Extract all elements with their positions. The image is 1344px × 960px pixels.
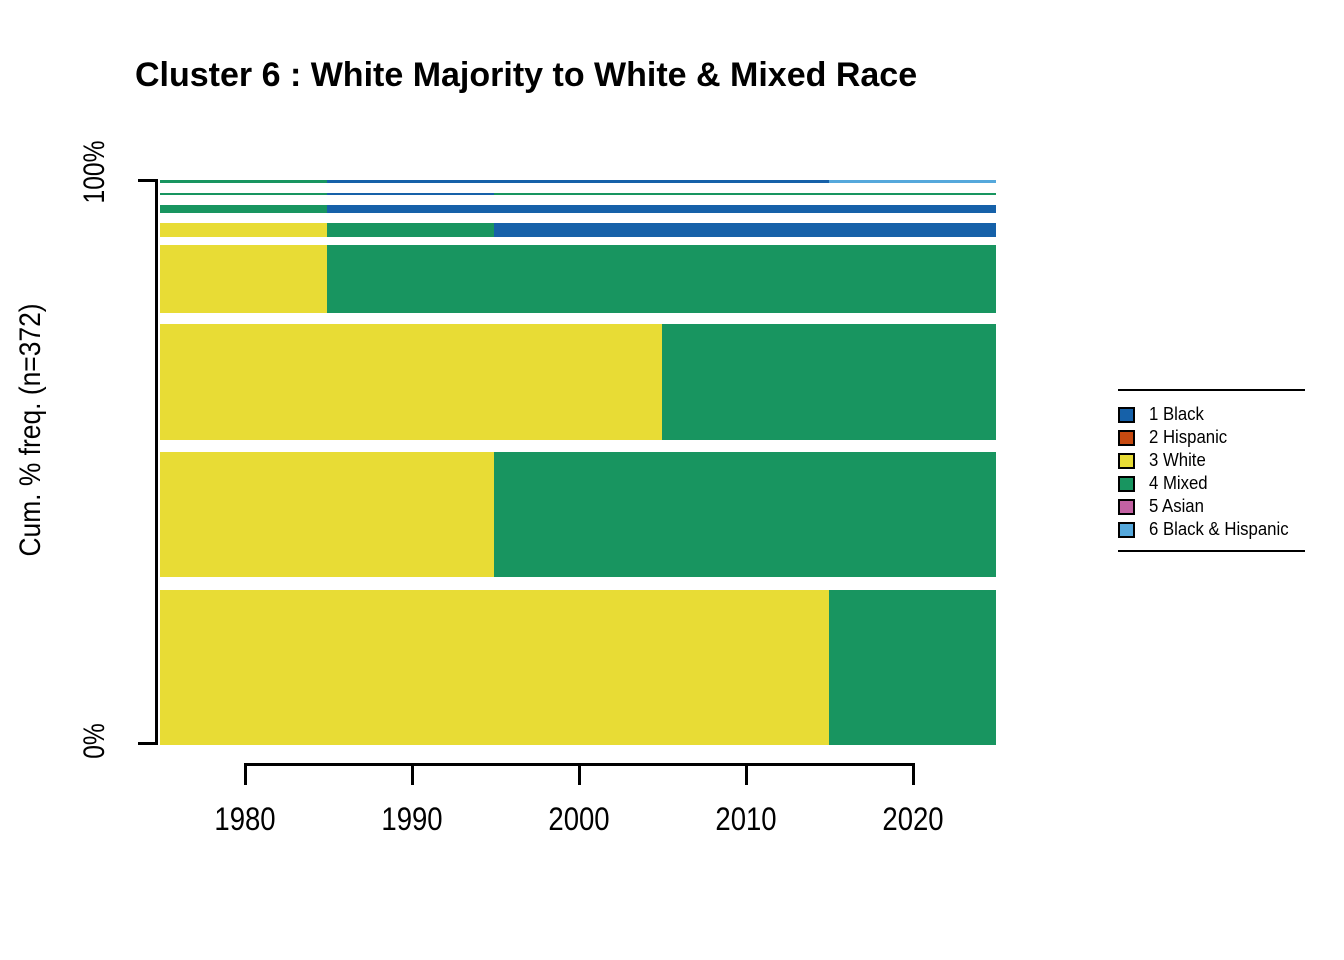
x-tick-label-2020: 2020: [882, 801, 945, 837]
legend-swatch-icon: [1118, 475, 1135, 492]
sequence-segment-state-3: [160, 323, 662, 441]
x-tick-mark-2020: [912, 763, 916, 785]
bars: [160, 179, 996, 745]
sequence-row-rank-2: [160, 451, 996, 577]
sequence-segment-state-4: [327, 245, 996, 314]
sequence-segment-state-6: [828, 180, 996, 183]
x-tick-mark-1980: [243, 763, 247, 785]
sequence-row-rank-7: [160, 192, 996, 196]
y-tick-mark-100: [138, 179, 155, 182]
sequence-row-rank-6: [160, 205, 996, 214]
x-tick-mark-2010: [745, 763, 749, 785]
sequence-segment-state-4: [327, 222, 495, 237]
y-tick-label-0: 0%: [78, 723, 111, 759]
legend-swatch-icon: [1118, 498, 1135, 515]
legend-item-4: 4 Mixed: [1118, 472, 1208, 495]
sequence-segment-state-3: [160, 451, 495, 577]
sequence-segment-state-1: [327, 180, 829, 183]
legend-swatch-icon: [1118, 429, 1135, 446]
legend-label: 2 Hispanic: [1149, 427, 1228, 447]
legend-rule-top: [1118, 389, 1305, 391]
sequence-segment-state-4: [160, 180, 328, 183]
sequence-row-rank-1: [160, 589, 996, 745]
sequence-row-rank-4: [160, 245, 996, 314]
x-tick-label-2010: 2010: [715, 801, 777, 837]
sequence-segment-state-4: [494, 192, 996, 196]
legend-label: 1 Black: [1149, 404, 1204, 424]
legend-label: 5 Asian: [1149, 496, 1204, 516]
chart-title: Cluster 6 : White Majority to White & Mi…: [135, 56, 918, 94]
legend-item-6: 6 Black & Hispanic: [1118, 518, 1289, 541]
x-tick-mark-2000: [578, 763, 581, 785]
legend-item-1: 1 Black: [1118, 403, 1204, 426]
sequence-row-rank-8: [160, 180, 996, 183]
sequence-segment-state-4: [160, 192, 328, 196]
y-tick-label-100: 100%: [78, 140, 111, 204]
y-axis-title: Cum. % freq. (n=372): [14, 303, 47, 557]
sequence-segment-state-4: [494, 451, 996, 577]
legend-item-5: 5 Asian: [1118, 495, 1204, 518]
x-tick-label-1990: 1990: [381, 801, 443, 837]
sequence-segment-state-4: [661, 323, 996, 441]
legend-rule-bottom: [1118, 550, 1305, 552]
y-tick-mark-0: [138, 742, 155, 745]
sequence-segment-state-4: [828, 589, 996, 745]
sequence-segment-state-4: [160, 205, 328, 214]
sequence-segment-state-3: [160, 245, 328, 314]
legend-label: 4 Mixed: [1149, 473, 1208, 493]
legend-swatch-icon: [1118, 452, 1135, 469]
sequence-row-rank-3: [160, 323, 996, 441]
y-axis-line: [155, 179, 158, 745]
legend-label: 3 White: [1149, 450, 1206, 470]
sequence-segment-state-1: [327, 205, 996, 214]
sequence-segment-state-3: [160, 589, 829, 745]
x-tick-label-1980: 1980: [213, 801, 276, 837]
legend-label: 6 Black & Hispanic: [1149, 519, 1289, 539]
sequence-row-rank-5: [160, 222, 996, 237]
legend-item-2: 2 Hispanic: [1118, 426, 1227, 449]
sequence-segment-state-3: [160, 222, 328, 237]
sequence-segment-state-1: [327, 192, 495, 196]
legend-item-3: 3 White: [1118, 449, 1206, 472]
x-tick-mark-1990: [410, 763, 414, 785]
sequence-segment-state-1: [494, 222, 996, 237]
x-tick-label-2000: 2000: [548, 801, 610, 837]
legend-swatch-icon: [1118, 521, 1135, 538]
legend-swatch-icon: [1118, 406, 1135, 423]
